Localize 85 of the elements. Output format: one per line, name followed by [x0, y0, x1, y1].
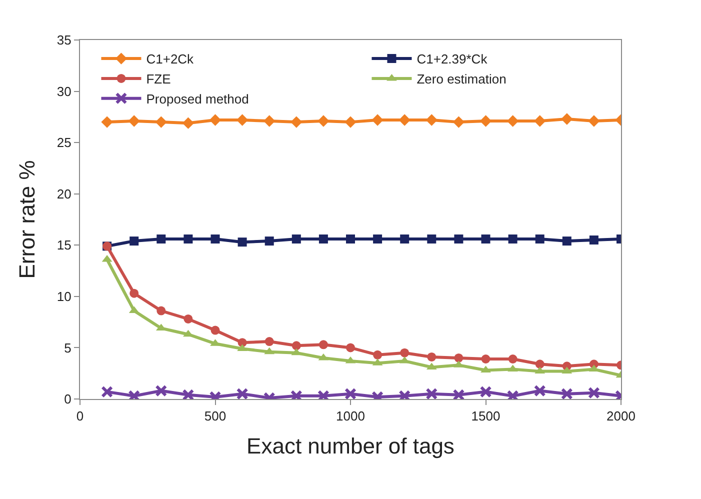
legend-label: FZE — [146, 72, 172, 87]
point — [346, 343, 355, 352]
x-tick-label: 500 — [204, 408, 226, 424]
point — [264, 115, 276, 127]
point — [534, 115, 546, 127]
point — [210, 326, 220, 335]
legend-label: C1+2Ck — [146, 52, 194, 67]
point — [156, 234, 166, 244]
point — [452, 116, 465, 128]
point — [101, 116, 113, 128]
y-tick-label: 5 — [64, 340, 72, 356]
point — [238, 238, 247, 247]
point — [373, 350, 382, 360]
point — [184, 314, 193, 324]
point — [426, 114, 438, 126]
point — [130, 236, 139, 246]
point — [508, 234, 518, 244]
legend-label: Zero estimation — [416, 72, 506, 87]
point — [480, 386, 492, 398]
point — [452, 388, 465, 399]
point — [427, 234, 436, 244]
point — [560, 388, 573, 399]
y-tick-label: 25 — [56, 135, 72, 150]
x-tick-label: 2000 — [606, 408, 636, 424]
point — [372, 114, 384, 126]
point — [264, 236, 274, 246]
y-tick-label: 15 — [56, 238, 72, 253]
point — [454, 353, 464, 362]
point — [535, 234, 544, 244]
point — [155, 384, 168, 397]
point — [426, 388, 438, 399]
point — [562, 236, 572, 246]
point — [290, 116, 302, 128]
point — [318, 234, 328, 244]
point — [344, 388, 356, 399]
point — [184, 234, 193, 244]
point — [346, 234, 355, 244]
point — [588, 386, 600, 399]
point — [561, 113, 573, 125]
x-axis-title: Exact number of tags — [246, 434, 454, 458]
x-tick-label: 0 — [76, 408, 84, 424]
y-tick-label: 35 — [56, 32, 72, 48]
point — [101, 386, 114, 398]
point — [400, 348, 410, 358]
y-tick-label: 0 — [64, 392, 72, 407]
point — [427, 352, 436, 362]
legend-label: Proposed method — [146, 91, 249, 106]
point — [373, 234, 382, 244]
x-tick-label: 1000 — [336, 408, 365, 424]
point — [236, 388, 248, 399]
point — [454, 234, 464, 244]
point — [290, 390, 302, 399]
point — [156, 306, 166, 316]
y-tick-label: 10 — [56, 288, 72, 304]
point — [155, 116, 167, 128]
legend-label: C1+2.39*Ck — [416, 52, 488, 67]
point — [344, 116, 356, 128]
point — [182, 117, 194, 129]
point — [264, 337, 274, 346]
point — [480, 366, 491, 373]
point — [588, 115, 600, 127]
point — [481, 234, 490, 244]
x-tick-label: 1500 — [471, 408, 500, 424]
point — [506, 390, 519, 399]
y-tick-label: 20 — [56, 186, 72, 202]
point — [534, 384, 546, 397]
point — [398, 390, 411, 399]
point — [128, 390, 140, 399]
point — [318, 340, 328, 350]
y-axis-title: Error rate % — [14, 160, 40, 279]
point — [398, 114, 410, 126]
point — [589, 236, 598, 245]
point — [317, 390, 330, 399]
point — [210, 234, 220, 244]
point — [128, 115, 140, 127]
point — [400, 234, 410, 244]
point — [130, 288, 139, 298]
point — [182, 388, 194, 399]
point — [481, 354, 490, 364]
point — [535, 360, 544, 369]
point — [292, 234, 301, 244]
point — [508, 354, 518, 364]
point — [318, 115, 330, 127]
y-tick-label: 30 — [56, 84, 72, 99]
point — [292, 341, 301, 350]
